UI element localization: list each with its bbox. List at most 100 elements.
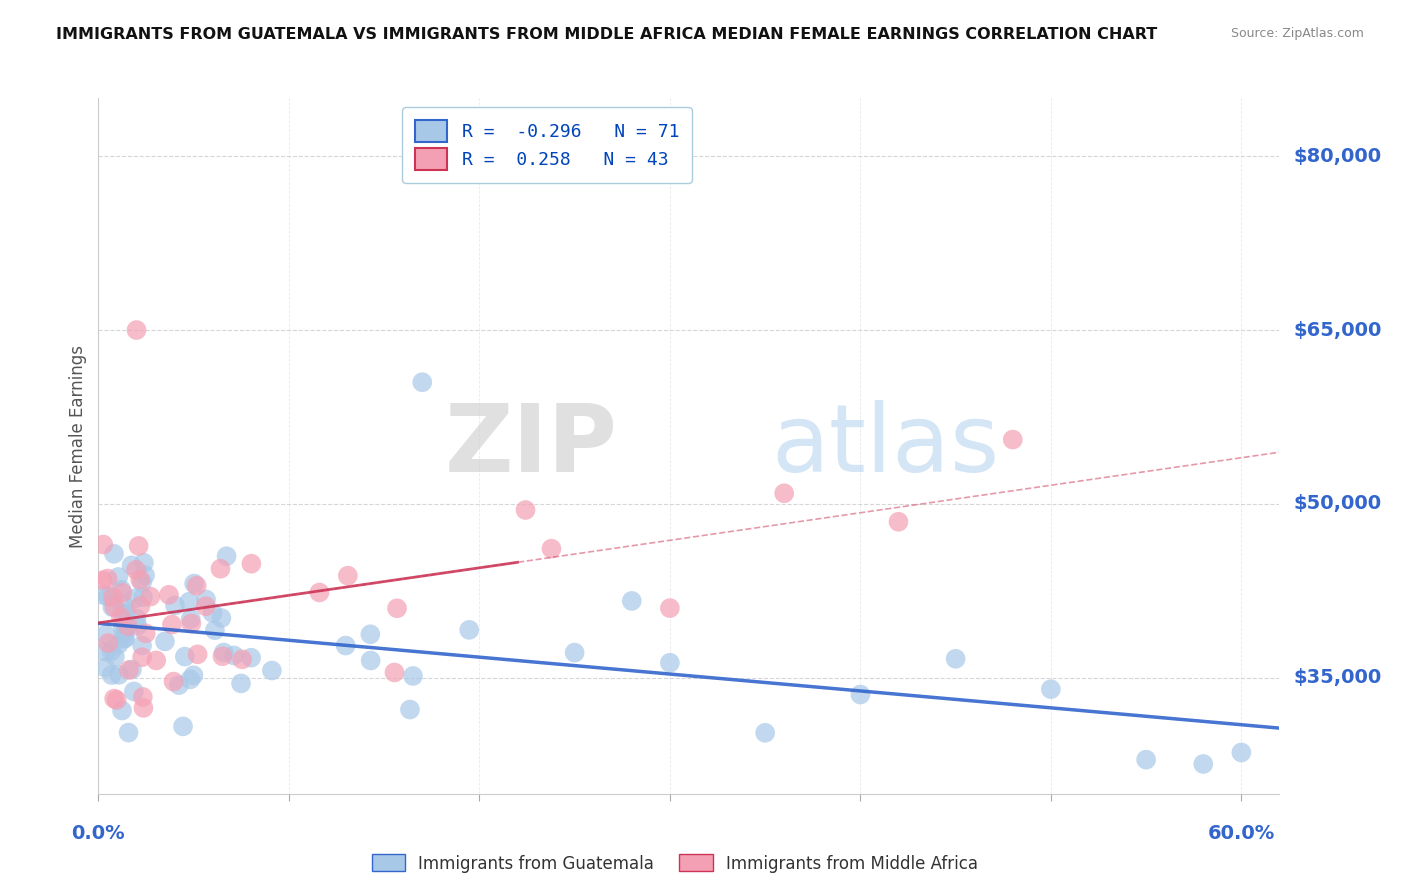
Point — [112, 597, 135, 611]
Text: ZIP: ZIP — [446, 400, 619, 492]
Point — [173, 649, 195, 664]
Point — [94, 660, 117, 674]
Point — [160, 617, 183, 632]
Point — [260, 664, 283, 678]
Point — [111, 585, 134, 599]
Point — [117, 619, 139, 633]
Point — [91, 573, 114, 587]
Point — [103, 691, 125, 706]
Point — [209, 562, 232, 576]
Point — [135, 626, 157, 640]
Point — [411, 376, 433, 390]
Point — [145, 653, 167, 667]
Point — [240, 650, 263, 665]
Text: 0.0%: 0.0% — [72, 824, 125, 844]
Point — [134, 568, 156, 582]
Point — [103, 600, 125, 615]
Point — [179, 673, 201, 687]
Text: $35,000: $35,000 — [1294, 668, 1382, 688]
Point — [240, 557, 263, 571]
Point — [94, 645, 117, 659]
Point — [211, 649, 233, 664]
Point — [100, 668, 122, 682]
Point — [132, 690, 155, 704]
Point — [183, 668, 205, 682]
Point — [108, 668, 131, 682]
Point — [222, 648, 245, 663]
Point — [114, 631, 136, 645]
Point — [112, 607, 135, 622]
Point — [112, 632, 135, 646]
Point — [128, 539, 150, 553]
Point — [336, 568, 359, 582]
Point — [849, 688, 872, 702]
Point — [179, 595, 201, 609]
Point — [107, 637, 129, 651]
Point — [1230, 746, 1253, 760]
Point — [121, 662, 143, 676]
Point — [100, 644, 122, 658]
Point — [458, 623, 481, 637]
Point — [157, 588, 180, 602]
Point — [180, 616, 202, 631]
Point — [110, 610, 132, 624]
Point — [180, 612, 202, 626]
Point — [402, 669, 425, 683]
Point — [187, 648, 209, 662]
Point — [139, 590, 162, 604]
Point — [399, 702, 422, 716]
Point — [209, 611, 232, 625]
Legend: Immigrants from Guatemala, Immigrants from Middle Africa: Immigrants from Guatemala, Immigrants fr… — [366, 847, 984, 880]
Point — [104, 649, 127, 664]
Text: $50,000: $50,000 — [1294, 494, 1382, 514]
Point — [1039, 682, 1062, 697]
Text: atlas: atlas — [772, 400, 1000, 492]
Point — [172, 719, 194, 733]
Point — [162, 674, 184, 689]
Point — [111, 620, 134, 634]
Point — [125, 611, 148, 625]
Point — [101, 600, 124, 615]
Point — [564, 646, 586, 660]
Point — [658, 656, 681, 670]
Point — [131, 650, 153, 665]
Point — [125, 563, 148, 577]
Point — [131, 639, 153, 653]
Point — [91, 537, 114, 551]
Point — [112, 626, 135, 640]
Point — [115, 606, 138, 620]
Point — [215, 549, 238, 564]
Point — [308, 585, 330, 599]
Point — [124, 591, 146, 606]
Point — [125, 323, 148, 337]
Point — [195, 592, 218, 607]
Point — [194, 599, 217, 614]
Point — [183, 576, 205, 591]
Point — [121, 558, 143, 573]
Point — [385, 601, 408, 615]
Point — [94, 628, 117, 642]
Point — [1135, 753, 1157, 767]
Y-axis label: Median Female Earnings: Median Female Earnings — [69, 344, 87, 548]
Point — [132, 701, 155, 715]
Point — [107, 570, 129, 584]
Point — [132, 556, 155, 570]
Text: IMMIGRANTS FROM GUATEMALA VS IMMIGRANTS FROM MIDDLE AFRICA MEDIAN FEMALE EARNING: IMMIGRANTS FROM GUATEMALA VS IMMIGRANTS … — [56, 27, 1157, 42]
Point — [127, 619, 149, 633]
Point — [212, 646, 235, 660]
Point — [111, 704, 134, 718]
Point — [360, 653, 382, 667]
Point — [97, 590, 120, 604]
Text: $80,000: $80,000 — [1294, 146, 1382, 166]
Point — [129, 599, 152, 613]
Point — [1192, 756, 1215, 771]
Point — [945, 652, 967, 666]
Point — [117, 725, 139, 739]
Point — [359, 627, 381, 641]
Point — [114, 620, 136, 634]
Point — [773, 486, 796, 500]
Point — [384, 665, 406, 680]
Point — [101, 590, 124, 604]
Text: 60.0%: 60.0% — [1208, 824, 1275, 844]
Point — [153, 634, 176, 648]
